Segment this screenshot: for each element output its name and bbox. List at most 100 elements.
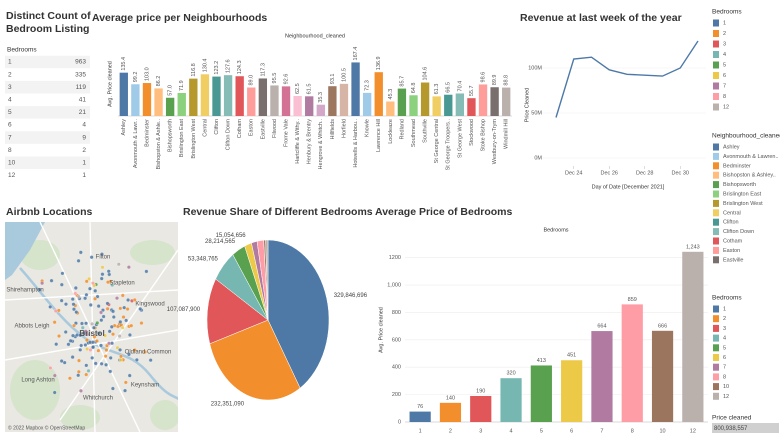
map-dot — [110, 386, 115, 391]
map-dot — [126, 298, 131, 302]
map-dot — [108, 369, 113, 374]
map-dot — [139, 321, 144, 326]
x-tick-label: St George West — [457, 119, 463, 158]
map-dot — [121, 315, 126, 320]
legend-swatch — [713, 93, 719, 100]
legend-swatch — [713, 40, 719, 48]
map-dot — [68, 338, 73, 343]
legend-label: 6 — [723, 355, 726, 361]
bar — [621, 304, 643, 422]
bar — [177, 92, 186, 116]
map-park — [60, 405, 100, 430]
legend-label: 8 — [723, 94, 726, 100]
legend-label: Easton — [723, 248, 740, 254]
legend-label: Clifton — [723, 220, 739, 226]
map-dot — [105, 306, 110, 311]
table-cell: 963 — [75, 59, 86, 66]
y-tick-label: 0M — [534, 155, 542, 161]
x-tick-label: Southville — [423, 119, 429, 143]
x-tick-label: Bishopsworth — [168, 119, 174, 152]
x-tick-label: Easton — [249, 119, 255, 136]
map-park — [150, 400, 178, 430]
legend-swatch — [713, 237, 719, 245]
x-tick-label: Stockwood — [469, 119, 475, 146]
map-dot — [93, 361, 98, 366]
value-label: 167.4 — [353, 47, 359, 61]
legend-swatch — [713, 373, 719, 381]
map-sea — [5, 222, 45, 280]
legend-swatch — [713, 103, 719, 111]
bar — [119, 72, 128, 116]
map-dot — [100, 265, 105, 270]
map-dot — [119, 354, 123, 359]
value-label: 86.2 — [156, 76, 162, 87]
legend-label: Ashley — [723, 144, 740, 150]
x-tick-label: Dec 30 — [672, 170, 689, 176]
map-dot — [108, 355, 113, 360]
map-dot — [95, 321, 100, 325]
legend-label: 2 — [723, 31, 726, 37]
map-dot — [94, 339, 99, 343]
map-dot — [96, 331, 101, 336]
legend-swatch — [713, 334, 719, 342]
value-label: 666 — [658, 323, 667, 329]
map-dot — [99, 343, 103, 348]
map-dot — [84, 338, 89, 343]
x-tick-label: Hillfields — [330, 119, 336, 140]
map-dot — [107, 341, 111, 346]
chart-title: Revenue at last week of the year — [520, 12, 682, 24]
map-dot — [93, 296, 98, 301]
legend-label: 6 — [723, 73, 726, 79]
y-tick-label: 50M — [531, 110, 542, 116]
map-dot — [100, 272, 105, 277]
map-dot — [77, 358, 81, 363]
map-dot — [74, 310, 79, 315]
map-dot — [59, 282, 64, 287]
legend-label: 4 — [723, 52, 726, 58]
x-tick-label: 6 — [570, 428, 573, 434]
bar — [351, 62, 360, 116]
map-label: Long Ashton — [21, 378, 54, 384]
map-dot — [96, 304, 101, 309]
legend-title: Bedrooms — [712, 9, 742, 16]
legend-swatch — [713, 209, 719, 217]
table-cell: 9 — [82, 134, 86, 141]
legend-swatch — [713, 51, 719, 58]
x-tick-label: St George Central — [434, 119, 440, 163]
table-row — [5, 169, 90, 182]
legend-swatch — [713, 354, 719, 361]
x-tick-label: 2 — [449, 428, 452, 434]
map-dot — [101, 314, 106, 319]
x-tick-label: Hartcliffe & Withy.. — [295, 119, 301, 164]
map-dot — [79, 343, 84, 348]
legend-label: 12 — [723, 104, 729, 110]
value-label: 136.9 — [376, 56, 382, 70]
legend-swatch — [713, 392, 719, 400]
filter-bar — [712, 423, 779, 433]
value-label: 98.6 — [480, 72, 486, 83]
map-dot — [91, 281, 95, 286]
legend-swatch — [713, 72, 719, 79]
map-dot — [120, 325, 125, 330]
bar — [682, 251, 704, 422]
legend-label: 10 — [723, 384, 729, 390]
value-label: 664 — [597, 324, 606, 330]
legend-swatch — [713, 305, 719, 313]
table-cell: 21 — [79, 109, 87, 116]
chart-title: Revenue Share of Different Bedrooms — [183, 206, 373, 218]
map-dot — [72, 323, 76, 328]
map-dot — [85, 347, 90, 351]
legend-label: 7 — [723, 365, 726, 371]
map-dot — [84, 279, 89, 284]
map-dot — [104, 362, 109, 367]
legend-label: 1 — [723, 306, 726, 312]
map-dot — [111, 332, 115, 337]
bar — [490, 87, 499, 116]
map-river — [19, 267, 178, 401]
x-tick-label: Knowle — [365, 119, 371, 137]
map-dot — [134, 357, 139, 362]
table-cell: 6 — [8, 122, 12, 129]
value-label: 71.9 — [179, 80, 185, 91]
legend-swatch — [713, 324, 719, 332]
bar — [235, 76, 244, 116]
